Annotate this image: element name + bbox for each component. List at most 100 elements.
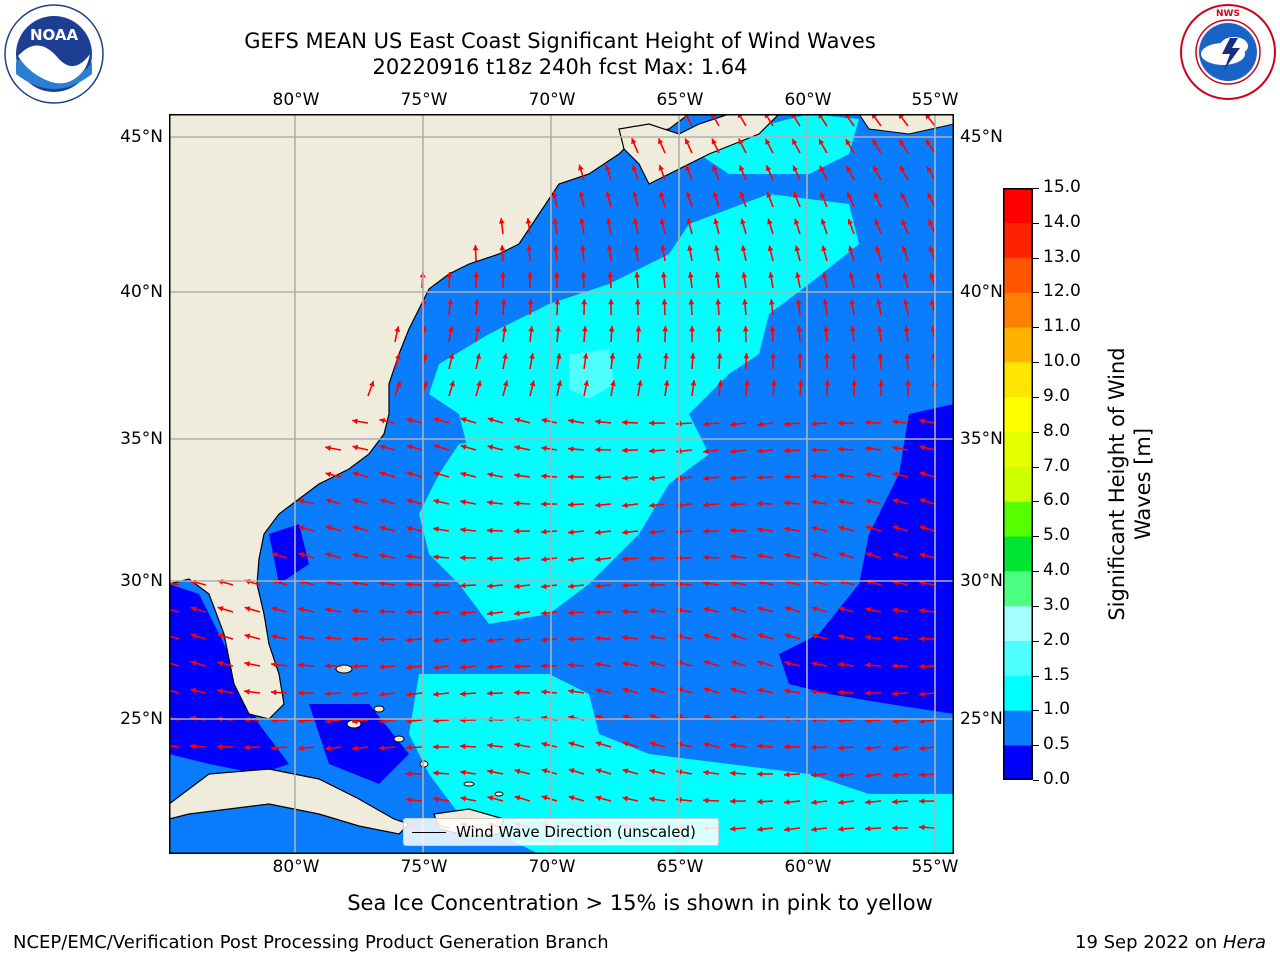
wind-arrow-head	[325, 745, 331, 752]
wind-arrow-head	[446, 272, 453, 278]
wind-arrow-head	[580, 272, 587, 278]
colorbar-tick-label: 13.0	[1043, 246, 1081, 267]
wind-arrow-head	[865, 552, 872, 558]
wind-arrow-head	[820, 218, 827, 225]
colorbar-tick-label: 15.0	[1043, 177, 1081, 197]
wind-arrow-head	[730, 501, 736, 508]
wind-arrow-head	[838, 745, 844, 751]
wind-arrow-head	[649, 502, 655, 509]
wind-arrow-head	[757, 687, 764, 694]
wind-arrow-head	[658, 165, 664, 171]
wind-arrow-head	[792, 139, 798, 145]
wind-arrow-head	[892, 552, 899, 558]
wind-arrow-head	[460, 554, 466, 561]
wind-arrow-head	[703, 633, 710, 639]
wind-arrow	[169, 744, 180, 748]
colorbar-swatch	[1003, 431, 1033, 467]
colorbar-tick-label: 2.0	[1043, 629, 1071, 650]
wind-arrow-head	[608, 299, 614, 305]
wind-arrow-head	[703, 501, 709, 508]
wind-arrow-head	[406, 636, 412, 643]
colorbar-tick-mark	[1033, 605, 1039, 607]
wind-arrow-head	[926, 139, 932, 146]
wind-arrow-head	[686, 218, 693, 225]
colorbar-title-line2: Waves [m]	[1131, 427, 1155, 541]
wind-arrow-head	[811, 688, 817, 695]
colorbar-tick-mark	[1033, 362, 1039, 364]
wind-arrow-head	[892, 825, 898, 831]
wind-arrow-head	[271, 661, 277, 668]
wind-arrow-head	[634, 272, 640, 278]
wind-arrow-head	[757, 606, 764, 612]
low-wave-region-bahamas	[309, 704, 409, 784]
wind-arrow-head	[514, 689, 520, 696]
wind-arrow-head	[865, 606, 872, 613]
wind-arrow-head	[795, 272, 801, 278]
wind-arrow-head	[298, 745, 304, 751]
wind-arrow-head	[541, 417, 548, 424]
wind-arrow-head	[661, 299, 668, 305]
wind-arrow-head	[730, 742, 736, 749]
wind-arrow-head	[190, 687, 197, 694]
wind-arrow-head	[568, 501, 574, 508]
wind-arrow-head	[568, 768, 575, 774]
wind-arrow-head	[877, 353, 884, 359]
wind-arrow-head	[555, 326, 561, 332]
wind-arrow-head	[838, 446, 844, 453]
wind-arrow-head	[730, 633, 737, 639]
wind-arrow-head	[658, 138, 664, 145]
wind-arrow-head	[849, 299, 856, 305]
wind-arrow-head	[689, 353, 696, 359]
wind-arrow-head	[634, 299, 641, 305]
wind-arrow-head	[730, 606, 737, 612]
wind-arrow-head	[568, 583, 574, 589]
wind-arrow-head	[784, 743, 790, 750]
map-legend: Wind Wave Direction (unscaled)	[403, 818, 719, 846]
wind-arrow-head	[792, 165, 798, 172]
wind-arrow-head	[876, 299, 882, 305]
lat-label-right: 40°N	[960, 282, 1003, 302]
wind-arrow-head	[503, 380, 509, 387]
wind-arrow-head	[379, 417, 386, 424]
wind-arrow-head	[406, 525, 413, 532]
wind-arrow-head	[649, 634, 655, 640]
wind-arrow-head	[541, 445, 547, 452]
wind-arrow-head	[325, 525, 332, 531]
wind-arrow-head	[740, 245, 747, 252]
wind-arrow-head	[352, 663, 358, 670]
lon-label-bottom: 60°W	[784, 857, 832, 877]
wind-arrow-head	[716, 326, 722, 332]
wind-arrow	[169, 608, 180, 613]
colorbar-ticks: 15.0 14.0 13.0 12.0 11.0 10.0 9.0 8.0 7.0 6.0 5.0 4…	[1033, 177, 1093, 789]
wind-arrow-head	[433, 582, 439, 588]
wind-arrow-head	[811, 552, 818, 558]
wind-arrow-head	[460, 690, 466, 697]
wind-arrow-head	[271, 745, 277, 751]
wind-arrow-head	[514, 472, 520, 479]
colorbar	[1003, 188, 1033, 781]
lon-label-top: 80°W	[272, 90, 320, 110]
colorbar-title-line1: Significant Height of Wind	[1105, 347, 1129, 621]
colorbar-tick-mark	[1033, 571, 1039, 573]
wind-arrow-head	[582, 353, 589, 359]
wind-arrow-head	[703, 448, 709, 455]
wind-arrow-head	[784, 500, 790, 506]
wind-arrow-head	[595, 609, 601, 616]
colorbar-tick-mark	[1033, 396, 1039, 398]
wind-arrow-head	[325, 690, 331, 697]
wind-arrow-head	[514, 742, 520, 748]
wind-arrow-head	[703, 528, 709, 534]
colorbar-tick-label: 6.0	[1043, 490, 1071, 511]
wind-arrow-head	[352, 718, 358, 725]
wind-arrow-head	[851, 380, 858, 386]
wind-arrow-head	[369, 381, 375, 387]
lat-label-left: 25°N	[120, 709, 163, 729]
wind-arrow-head	[352, 635, 358, 642]
lon-label-top: 55°W	[911, 90, 959, 110]
wind-arrow-head	[769, 326, 776, 332]
wind-arrow-head	[784, 526, 790, 532]
wind-arrow-head	[712, 191, 719, 198]
wind-arrow-head	[919, 552, 926, 559]
wind-arrow-head	[848, 272, 855, 279]
wind-arrow-head	[622, 447, 628, 454]
